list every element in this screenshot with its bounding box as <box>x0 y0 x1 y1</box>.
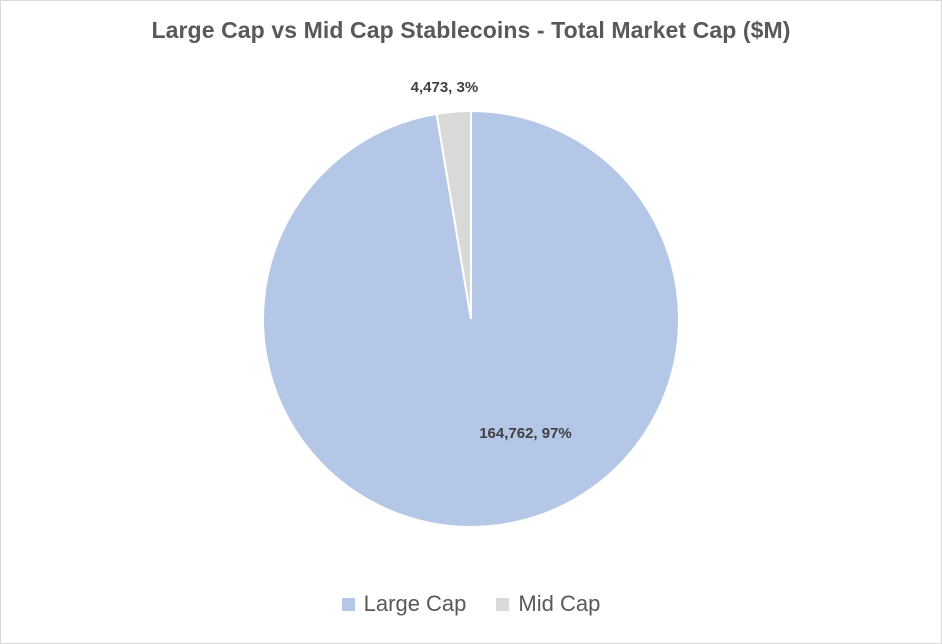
legend-item-large-cap[interactable]: Large Cap <box>341 591 467 617</box>
pie-slice-mid-cap[interactable] <box>435 109 472 320</box>
legend-label-mid-cap: Mid Cap <box>518 591 601 616</box>
data-label-large-cap: 164,762, 97% <box>479 425 572 442</box>
legend-item-mid-cap[interactable]: Mid Cap <box>496 591 600 617</box>
legend-swatch-large-cap <box>341 597 355 611</box>
chart-title: Large Cap vs Mid Cap Stablecoins - Total… <box>151 17 791 43</box>
legend-swatch-mid-cap <box>496 597 510 611</box>
legend-label-large-cap: Large Cap <box>363 591 467 616</box>
legend: Large Cap Mid Cap <box>1 591 941 617</box>
data-label-mid-cap: 4,473, 3% <box>411 79 479 96</box>
